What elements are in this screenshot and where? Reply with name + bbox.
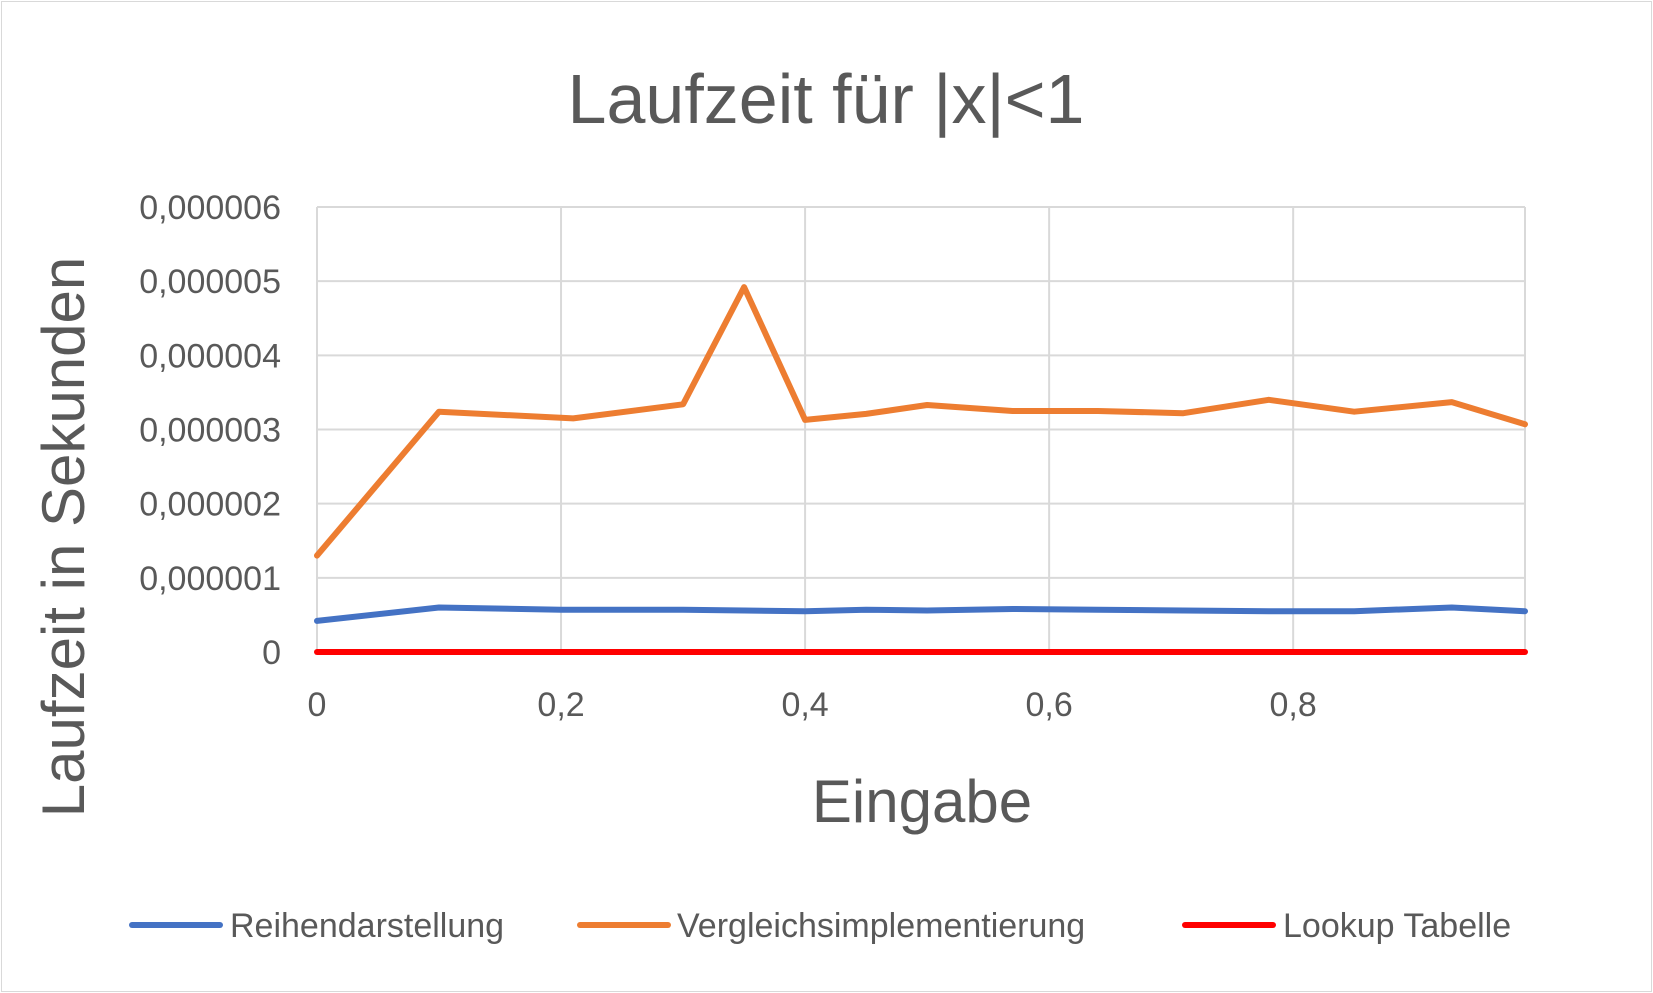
x-tick-label: 0,4 <box>781 686 828 724</box>
grid-lines <box>316 206 1526 653</box>
y-tick-labels: 0 0,000001 0,000002 0,000003 0,000004 0,00000… <box>139 189 281 672</box>
y-tick-label: 0 <box>262 634 281 672</box>
legend-label-2: Lookup Tabelle <box>1283 907 1511 945</box>
x-tick-label: 0,8 <box>1270 686 1317 724</box>
x-axis-title: Eingabe <box>812 768 1032 835</box>
y-tick-label: 0,000006 <box>139 189 281 227</box>
series-lines <box>314 284 1528 655</box>
y-tick-label: 0,000005 <box>139 263 281 301</box>
legend-label-1: Vergleichsimplementierung <box>677 907 1085 945</box>
x-tick-label: 0,2 <box>537 686 584 724</box>
y-tick-label: 0,000002 <box>139 486 281 524</box>
series-line-1 <box>314 284 1528 559</box>
x-tick-label: 0 <box>308 686 327 724</box>
chart-title: Laufzeit für |x|<1 <box>568 60 1085 138</box>
legend: Reihendarstellung Vergleichsimplementieru… <box>129 907 1511 945</box>
y-tick-label: 0,000001 <box>139 560 281 598</box>
y-tick-label: 0,000004 <box>139 337 281 375</box>
x-tick-labels: 0 0,2 0,4 0,6 0,8 <box>308 686 1317 724</box>
x-tick-label: 0,6 <box>1025 686 1072 724</box>
y-tick-label: 0,000003 <box>139 412 281 450</box>
legend-label-0: Reihendarstellung <box>230 907 504 945</box>
series-line-0 <box>314 604 1528 624</box>
y-axis-title: Laufzeit in Sekunden <box>30 257 97 817</box>
